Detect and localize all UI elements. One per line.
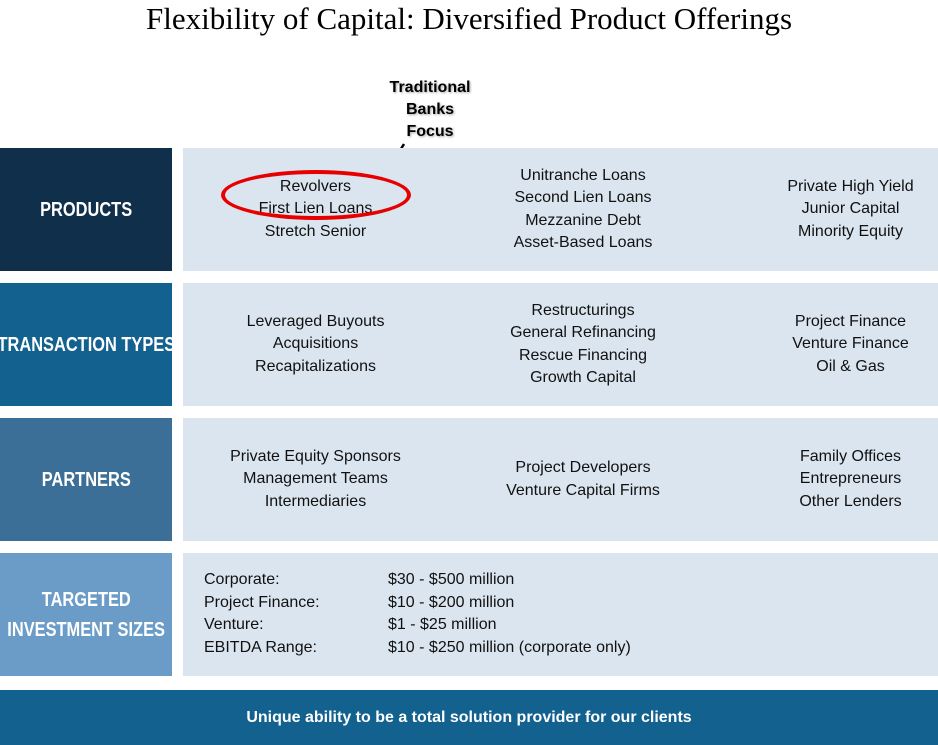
page-title: Flexibility of Capital: Diversified Prod… xyxy=(145,1,793,36)
transaction-item: Leveraged Buyouts xyxy=(246,312,385,330)
investment-sizes-list: Corporate: $30 - $500 million Project Fi… xyxy=(204,569,631,659)
transaction-item: Restructurings xyxy=(531,301,635,319)
size-value: $10 - $250 million (corporate only) xyxy=(388,638,631,656)
row-label-text: PRODUCTS xyxy=(39,198,133,221)
transaction-item: Venture Finance xyxy=(792,335,909,353)
partner-item: Family Offices xyxy=(799,447,902,465)
row-label-partners: PARTNERS xyxy=(0,418,172,541)
row-label-text: TARGETED xyxy=(41,588,131,611)
partner-item: Other Lenders xyxy=(799,492,902,510)
investment-sizes-content: Corporate: $30 - $500 million Project Fi… xyxy=(183,553,938,676)
callout-line: Focus xyxy=(406,123,454,140)
callout-line: Banks xyxy=(405,101,455,118)
partner-item: Management Teams xyxy=(243,470,388,488)
footer-banner: Unique ability to be a total solution pr… xyxy=(0,690,938,745)
row-label-transaction-types: TRANSACTION TYPES xyxy=(0,283,175,406)
size-row: Venture: $1 - $25 million xyxy=(204,614,631,637)
product-item: Stretch Senior xyxy=(264,222,367,240)
transaction-item: Project Finance xyxy=(794,312,907,330)
products-col-3: Private High Yield Junior Capital Minori… xyxy=(718,148,938,271)
partner-item: Entrepreneurs xyxy=(799,470,902,488)
size-row: Corporate: $30 - $500 million xyxy=(204,569,631,592)
transaction-col-3: Project Finance Venture Finance Oil & Ga… xyxy=(718,283,938,406)
product-item: Second Lien Loans xyxy=(514,189,652,206)
size-value: $10 - $200 million xyxy=(388,593,515,611)
row-label-text: PARTNERS xyxy=(41,468,131,491)
partner-item: Project Developers xyxy=(515,459,651,476)
size-value: $1 - $25 million xyxy=(388,616,497,633)
transaction-col-2: Restructurings General Refinancing Rescu… xyxy=(448,283,718,406)
transaction-types-content: Leveraged Buyouts Acquisitions Recapital… xyxy=(183,283,938,406)
products-col-2: Unitranche Loans Second Lien Loans Mezza… xyxy=(448,148,718,271)
size-label: Project Finance: xyxy=(204,593,320,611)
size-row: Project Finance: $10 - $200 million xyxy=(204,592,631,615)
transaction-item: Acquisitions xyxy=(272,335,359,353)
size-label: Corporate: xyxy=(204,571,280,588)
product-item: Junior Capital xyxy=(801,200,900,218)
size-label: EBITDA Range: xyxy=(204,638,317,656)
partner-item: Private Equity Sponsors xyxy=(230,447,401,465)
partners-col-1: Private Equity Sponsors Management Teams… xyxy=(183,418,448,541)
size-row: EBITDA Range: $10 - $250 million (corpor… xyxy=(204,637,631,660)
size-label: Venture: xyxy=(204,616,264,633)
partner-item: Venture Capital Firms xyxy=(506,481,660,499)
row-label-text: INVESTMENT SIZES xyxy=(7,618,165,641)
row-label-text: TRANSACTION TYPES xyxy=(0,333,175,356)
transaction-item: General Refinancing xyxy=(510,324,656,341)
transaction-col-1: Leveraged Buyouts Acquisitions Recapital… xyxy=(183,283,448,406)
partners-content: Private Equity Sponsors Management Teams… xyxy=(183,418,938,541)
transaction-item: Oil & Gas xyxy=(816,357,885,375)
product-item: Mezzanine Debt xyxy=(525,211,641,229)
transaction-item: Recapitalizations xyxy=(255,357,376,375)
partner-item: Intermediaries xyxy=(264,492,367,510)
product-item: Asset-Based Loans xyxy=(513,234,653,251)
transaction-item: Growth Capital xyxy=(530,369,636,386)
row-label-products: PRODUCTS xyxy=(0,148,172,271)
product-item: Minority Equity xyxy=(798,222,903,240)
partners-col-3: Family Offices Entrepreneurs Other Lende… xyxy=(718,418,938,541)
partners-col-2: Project Developers Venture Capital Firms xyxy=(448,418,718,541)
row-label-investment-sizes: TARGETED INVESTMENT SIZES xyxy=(0,553,172,676)
traditional-banks-callout: Traditional Banks Focus xyxy=(370,77,490,143)
highlight-oval xyxy=(221,170,411,220)
transaction-item: Rescue Financing xyxy=(518,346,648,364)
product-item: Unitranche Loans xyxy=(520,166,646,184)
callout-line: Traditional xyxy=(389,79,471,96)
size-value: $30 - $500 million xyxy=(388,571,515,588)
product-item: Private High Yield xyxy=(787,177,914,195)
